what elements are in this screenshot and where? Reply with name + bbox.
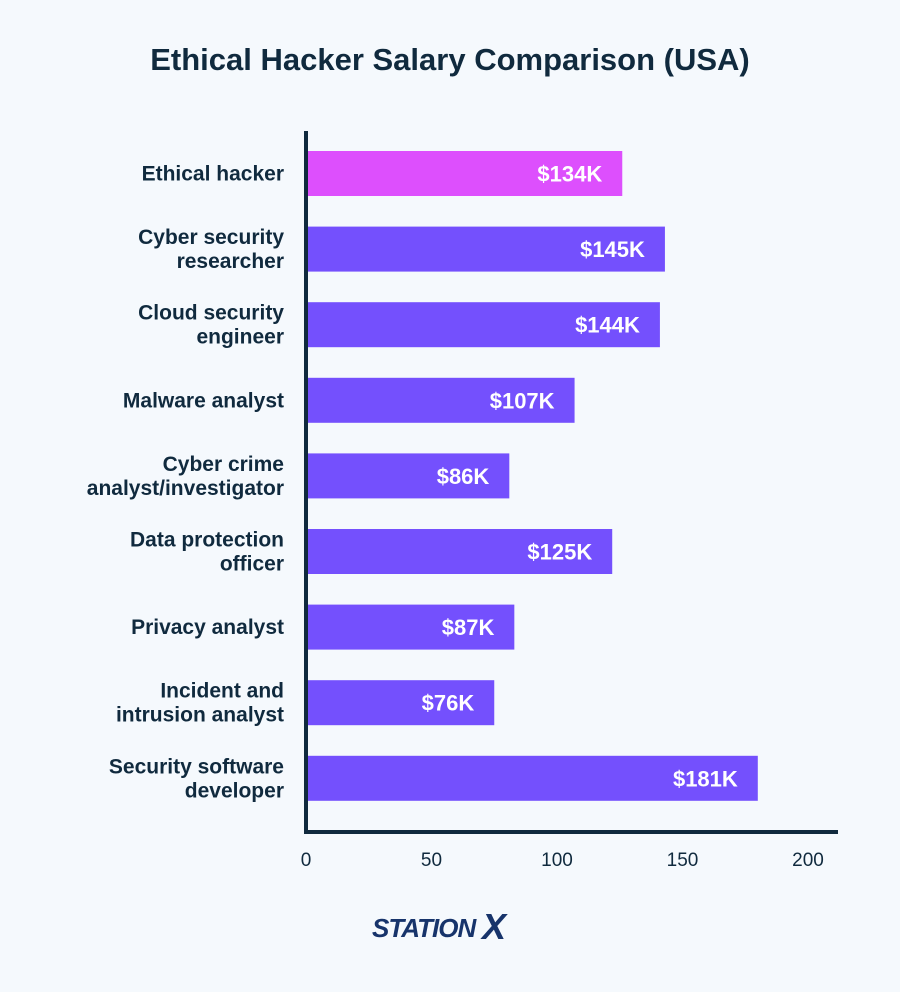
x-tick-label: 200 bbox=[792, 850, 824, 871]
category-label: Malware analyst bbox=[123, 389, 284, 412]
x-tick-label: 50 bbox=[421, 850, 442, 871]
bar-4 bbox=[306, 453, 510, 499]
category-label: Data protection officer bbox=[130, 529, 284, 576]
svg-text:STATION: STATION bbox=[372, 913, 477, 943]
bar-value-label: $87K bbox=[442, 615, 495, 640]
bar-0 bbox=[306, 151, 623, 196]
bar-value-label: $181K bbox=[673, 766, 738, 791]
category-label: Cyber crime analyst/investigator bbox=[87, 453, 284, 500]
x-tick-label: 100 bbox=[541, 850, 573, 871]
x-axis-ticks: 0 50 100 150 200 bbox=[301, 850, 824, 871]
bars-group: $134K $145K $144K $107K $86K $125K $87K $76K $18… bbox=[306, 151, 758, 801]
bar-value-label: $134K bbox=[537, 162, 602, 187]
bar-chart: $134K $145K $144K $107K $86K $125K $87K $76K $18… bbox=[87, 131, 838, 871]
bar-1 bbox=[306, 226, 665, 272]
bar-value-label: $107K bbox=[490, 388, 555, 413]
bar-2 bbox=[306, 302, 660, 348]
bar-value-label: $144K bbox=[575, 313, 640, 338]
stationx-logo: STATION X bbox=[0, 905, 900, 950]
svg-text:X: X bbox=[480, 906, 508, 945]
bar-value-label: $86K bbox=[437, 464, 490, 489]
category-labels: Ethical hacker Cyber security researcher Cl… bbox=[87, 163, 285, 803]
chart-title: Ethical Hacker Salary Comparison (USA) bbox=[150, 42, 750, 77]
bar-8 bbox=[306, 755, 758, 801]
x-tick-label: 150 bbox=[667, 850, 699, 871]
category-label: Ethical hacker bbox=[142, 163, 284, 186]
bar-value-label: $145K bbox=[580, 237, 645, 262]
stationx-logo-mark: STATION X bbox=[372, 906, 508, 947]
bar-5 bbox=[306, 529, 613, 574]
bar-7 bbox=[306, 680, 495, 726]
category-label: Incident and intrusion analyst bbox=[116, 680, 284, 727]
category-label: Cyber security researcher bbox=[138, 226, 284, 273]
bar-value-label: $76K bbox=[422, 691, 475, 716]
x-tick-label: 0 bbox=[301, 850, 312, 871]
bar-3 bbox=[306, 377, 575, 423]
category-label: Security software developer bbox=[109, 755, 284, 802]
category-label: Privacy analyst bbox=[131, 616, 284, 639]
category-label: Cloud security engineer bbox=[138, 302, 284, 349]
bar-value-label: $125K bbox=[527, 540, 592, 565]
bar-6 bbox=[306, 604, 515, 650]
